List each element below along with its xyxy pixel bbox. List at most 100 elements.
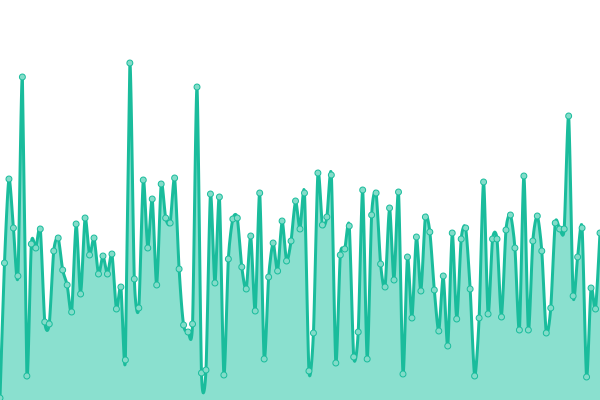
data-point-77: [341, 245, 349, 253]
data-point-36: [157, 180, 165, 188]
data-point-74: [327, 171, 335, 179]
data-point-108: [480, 178, 488, 186]
data-point-68: [300, 189, 308, 197]
data-point-31: [135, 304, 143, 312]
data-point-62: [274, 267, 282, 275]
data-points: [0, 59, 600, 400]
data-point-86: [381, 283, 389, 291]
data-point-113: [502, 226, 510, 234]
data-point-12: [50, 247, 58, 255]
data-point-41: [180, 321, 188, 329]
data-point-92: [408, 314, 416, 322]
data-point-34: [148, 195, 156, 203]
data-point-112: [497, 313, 505, 321]
data-point-5: [18, 73, 26, 81]
data-point-82: [363, 355, 371, 363]
data-point-89: [395, 188, 403, 196]
data-point-60: [265, 273, 273, 281]
data-point-105: [466, 285, 474, 293]
data-point-19: [81, 214, 89, 222]
data-point-106: [471, 372, 479, 380]
data-point-32: [139, 176, 147, 184]
data-point-46: [202, 366, 210, 374]
data-point-120: [533, 212, 541, 220]
data-point-99: [439, 272, 447, 280]
data-point-116: [515, 326, 523, 334]
data-point-30: [130, 275, 138, 283]
data-point-58: [256, 189, 264, 197]
data-point-63: [278, 217, 286, 225]
data-point-87: [386, 204, 394, 212]
data-point-26: [112, 305, 120, 313]
data-point-61: [269, 239, 277, 247]
data-point-47: [206, 190, 214, 198]
data-point-11: [45, 320, 53, 328]
data-point-13: [54, 234, 62, 242]
data-point-16: [68, 308, 76, 316]
data-point-4: [14, 272, 22, 280]
data-point-17: [72, 220, 80, 228]
data-point-122: [542, 329, 550, 337]
data-point-109: [484, 310, 492, 318]
data-point-80: [354, 328, 362, 336]
data-point-0: [0, 394, 4, 400]
data-point-64: [283, 257, 291, 265]
data-point-33: [144, 244, 152, 252]
data-point-56: [247, 232, 255, 240]
data-point-81: [359, 186, 367, 194]
data-point-21: [90, 234, 98, 242]
data-point-90: [399, 370, 407, 378]
data-point-115: [511, 244, 519, 252]
data-point-65: [287, 237, 295, 245]
data-point-25: [108, 250, 116, 258]
data-point-50: [220, 371, 228, 379]
data-point-84: [372, 189, 380, 197]
data-point-59: [260, 355, 268, 363]
data-point-7: [27, 240, 35, 248]
data-point-88: [390, 276, 398, 284]
data-point-6: [23, 372, 31, 380]
data-point-22: [95, 270, 103, 278]
data-point-73: [323, 213, 331, 221]
data-point-9: [36, 225, 44, 233]
data-point-95: [421, 213, 429, 221]
data-point-18: [77, 290, 85, 298]
data-point-129: [574, 253, 582, 261]
data-point-20: [86, 251, 94, 259]
data-point-1: [0, 259, 8, 267]
data-point-123: [547, 304, 555, 312]
data-point-93: [412, 233, 420, 241]
data-point-91: [403, 253, 411, 261]
data-point-67: [296, 225, 304, 233]
data-point-134: [596, 229, 600, 237]
data-point-8: [32, 244, 40, 252]
data-point-130: [578, 224, 586, 232]
data-point-124: [551, 219, 559, 227]
data-point-132: [587, 284, 595, 292]
data-point-51: [224, 255, 232, 263]
data-point-37: [162, 214, 170, 222]
data-point-15: [63, 281, 71, 289]
data-point-28: [121, 356, 129, 364]
data-point-79: [350, 353, 358, 361]
data-point-100: [444, 342, 452, 350]
data-point-102: [453, 315, 461, 323]
data-point-97: [430, 286, 438, 294]
data-point-75: [332, 359, 340, 367]
data-point-98: [435, 327, 443, 335]
data-point-131: [583, 373, 591, 381]
data-point-85: [377, 260, 385, 268]
data-point-2: [5, 175, 13, 183]
data-point-118: [524, 326, 532, 334]
data-point-127: [565, 112, 573, 120]
data-point-107: [475, 314, 483, 322]
data-point-29: [126, 59, 134, 67]
data-point-111: [493, 235, 501, 243]
data-point-54: [238, 263, 246, 271]
data-point-55: [242, 285, 250, 293]
data-point-76: [336, 251, 344, 259]
data-point-24: [103, 270, 111, 278]
data-point-39: [171, 174, 179, 182]
data-point-49: [215, 193, 223, 201]
